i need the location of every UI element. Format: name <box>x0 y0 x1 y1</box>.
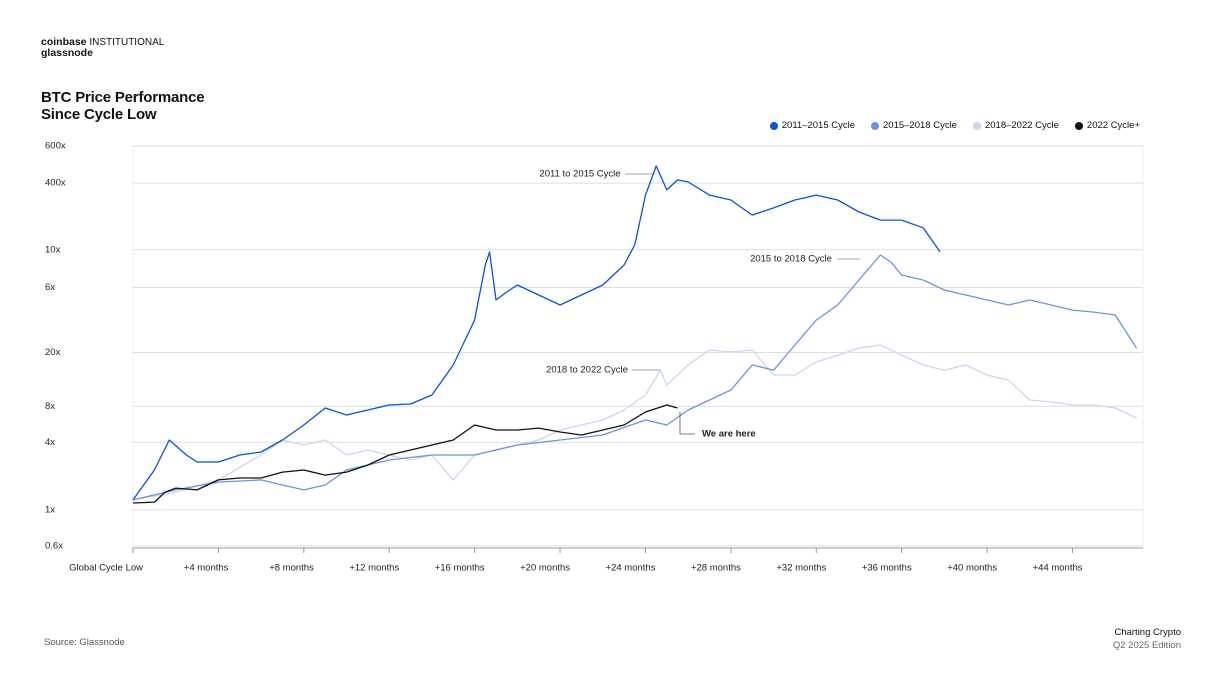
x-tick-label: +8 months <box>269 563 314 574</box>
x-tick-label: +24 months <box>606 563 656 574</box>
y-tick-label: 20x <box>45 347 61 358</box>
x-tick-label: +20 months <box>520 563 570 574</box>
x-tick-label: +32 months <box>776 563 826 574</box>
y-tick-label: 0.6x <box>45 541 63 552</box>
y-tick-label: 1x <box>45 504 55 515</box>
x-tick-label: Global Cycle Low <box>69 563 143 574</box>
legend-label: 2015–2018 Cycle <box>883 120 957 131</box>
y-tick-label: 400x <box>45 178 66 189</box>
legend-item: 2015–2018 Cycle <box>871 120 957 131</box>
series-line <box>132 344 1137 501</box>
legend-label: 2011–2015 Cycle <box>781 120 856 131</box>
y-tick-label: 4x <box>45 437 55 448</box>
brand-partner: glassnode <box>41 47 93 59</box>
legend-label: 2018–2022 Cycle <box>984 120 1059 131</box>
x-tick-label: +40 months <box>947 563 997 574</box>
brand-primary: coinbase <box>41 36 87 48</box>
y-tick-label: 600x <box>45 141 66 152</box>
x-tick-label: +44 months <box>1033 563 1083 574</box>
x-tick-label: +28 months <box>691 563 741 574</box>
y-tick-label: 6x <box>45 282 55 293</box>
legend-item: 2022 Cycle+ <box>1074 120 1140 131</box>
edition: Q2 2025 Edition <box>1112 640 1181 651</box>
source: Source: Glassnode <box>44 637 125 648</box>
brand-secondary: INSTITUTIONAL <box>89 37 165 48</box>
x-tick-label: +4 months <box>184 563 229 574</box>
publication: Charting Crypto <box>1114 627 1181 638</box>
series-line <box>132 165 941 501</box>
legend-swatch <box>769 121 778 130</box>
x-tick-label: +36 months <box>862 563 912 574</box>
brand: coinbase INSTITUTIONAL glassnode <box>41 37 164 59</box>
legend-item: 2018–2022 Cycle <box>972 120 1059 131</box>
y-tick-label: 8x <box>45 401 55 412</box>
series-line <box>132 254 1138 501</box>
legend-label: 2022 Cycle+ <box>1086 120 1140 131</box>
annotation: We are here <box>702 429 756 440</box>
y-tick-label: 10x <box>45 244 61 255</box>
x-tick-label: +12 months <box>349 563 399 574</box>
annotation-leader <box>679 412 695 435</box>
legend: 2011–2015 Cycle 2015–2018 Cycle 2018–2022 … <box>769 120 1140 131</box>
x-tick-label: +16 months <box>435 563 485 574</box>
annotation: 2011 to 2015 Cycle <box>539 169 620 180</box>
plot-area <box>132 145 1144 549</box>
annotation: 2015 to 2018 Cycle <box>750 254 832 265</box>
annotation: 2018 to 2022 Cycle <box>546 365 628 376</box>
legend-swatch <box>1074 121 1083 130</box>
legend-swatch <box>871 121 880 130</box>
series-line <box>132 404 678 504</box>
chart-title: BTC Price Performance Since Cycle Low <box>41 89 205 123</box>
legend-swatch <box>972 121 981 130</box>
legend-item: 2011–2015 Cycle <box>769 120 856 131</box>
footer: Charting Crypto Q2 2025 Edition <box>1113 626 1181 652</box>
